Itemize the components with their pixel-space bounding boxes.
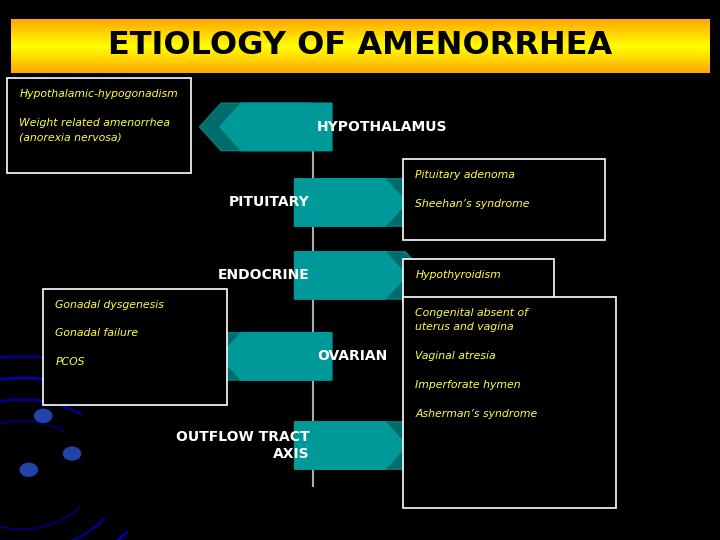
Text: OVARIAN: OVARIAN bbox=[317, 349, 387, 363]
Text: PITUITARY: PITUITARY bbox=[229, 195, 310, 210]
Circle shape bbox=[63, 447, 81, 460]
Polygon shape bbox=[315, 422, 427, 469]
Text: HYPOTHALAMUS: HYPOTHALAMUS bbox=[317, 120, 447, 134]
Polygon shape bbox=[199, 103, 312, 151]
FancyBboxPatch shape bbox=[43, 289, 227, 405]
Circle shape bbox=[20, 463, 37, 476]
Polygon shape bbox=[294, 179, 407, 226]
FancyBboxPatch shape bbox=[403, 259, 554, 302]
Circle shape bbox=[35, 409, 52, 422]
Polygon shape bbox=[315, 179, 427, 226]
Text: Hypothyroidism: Hypothyroidism bbox=[415, 270, 501, 280]
Text: Congenital absent of
uterus and vagina

Vaginal atresia

Imperforate hymen

Ashe: Congenital absent of uterus and vagina V… bbox=[415, 308, 538, 418]
Text: Gonadal dysgenesis

Gonadal failure

PCOS: Gonadal dysgenesis Gonadal failure PCOS bbox=[55, 300, 164, 367]
Polygon shape bbox=[294, 422, 407, 469]
FancyBboxPatch shape bbox=[7, 78, 191, 173]
Polygon shape bbox=[315, 252, 427, 299]
Text: ENDOCRINE: ENDOCRINE bbox=[218, 268, 310, 282]
Polygon shape bbox=[199, 333, 312, 380]
Text: Hypothalamic-hypogonadism

Weight related amenorrhea
(anorexia nervosa): Hypothalamic-hypogonadism Weight related… bbox=[19, 89, 178, 143]
Polygon shape bbox=[294, 252, 407, 299]
Text: ETIOLOGY OF AMENORRHEA: ETIOLOGY OF AMENORRHEA bbox=[108, 30, 612, 62]
Polygon shape bbox=[220, 333, 332, 380]
Text: OUTFLOW TRACT
AXIS: OUTFLOW TRACT AXIS bbox=[176, 430, 310, 461]
Polygon shape bbox=[220, 103, 332, 151]
Text: Pituitary adenoma

Sheehan’s syndrome: Pituitary adenoma Sheehan’s syndrome bbox=[415, 170, 530, 209]
FancyBboxPatch shape bbox=[403, 297, 616, 508]
FancyBboxPatch shape bbox=[403, 159, 605, 240]
